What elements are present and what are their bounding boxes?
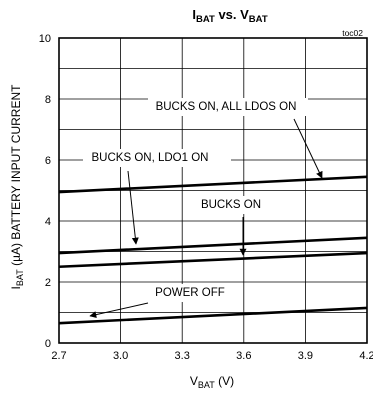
series-layer <box>58 175 368 325</box>
callout-arrow <box>293 118 323 179</box>
callout-background <box>199 196 265 214</box>
y-tick-label: 4 <box>45 216 51 228</box>
callout-arrow <box>127 170 139 245</box>
y-axis-label: IBAT (µA) BATTERY INPUT CURRENT <box>9 84 25 290</box>
y-tick-label: 10 <box>39 33 51 45</box>
series-label: POWER OFF <box>155 287 225 299</box>
callout-layer: BUCKS ON, ALL LDOS ON BUCKS ON, LDO1 ON BU… <box>83 98 323 319</box>
series-line-0 <box>58 175 368 194</box>
callout-arrow <box>89 302 149 319</box>
chart-title: IBAT vs. VBAT <box>192 7 267 25</box>
x-tick-label: 3.3 <box>175 350 190 362</box>
x-tick-label: 3.6 <box>236 350 251 362</box>
callout-background <box>148 284 234 302</box>
x-tick-label: 3.9 <box>298 350 313 362</box>
x-tick-label: 4.2 <box>359 350 373 362</box>
series-label: BUCKS ON, LDO1 ON <box>92 152 209 164</box>
callout-background <box>148 98 308 116</box>
x-axis-label: VBAT (V) <box>190 374 234 390</box>
series-line-1 <box>58 236 368 255</box>
y-tick-label: 8 <box>45 94 51 106</box>
series-line-3 <box>58 306 368 325</box>
series-label: BUCKS ON, ALL LDOS ON <box>156 101 297 113</box>
x-tick-label: 3.0 <box>113 350 128 362</box>
y-tick-label: 0 <box>45 338 51 350</box>
series-label: BUCKS ON <box>201 199 261 211</box>
tick-labels: 2.7 3.0 3.3 3.6 3.9 4.2 0 2 4 6 8 10 <box>39 33 373 362</box>
x-tick-label: 2.7 <box>51 350 66 362</box>
y-tick-label: 6 <box>45 155 51 167</box>
plot-frame <box>58 37 368 344</box>
y-tick-label: 2 <box>45 277 51 289</box>
callout-background <box>83 149 231 167</box>
corner-label: toc02 <box>342 28 363 38</box>
series-line-2 <box>58 251 368 269</box>
